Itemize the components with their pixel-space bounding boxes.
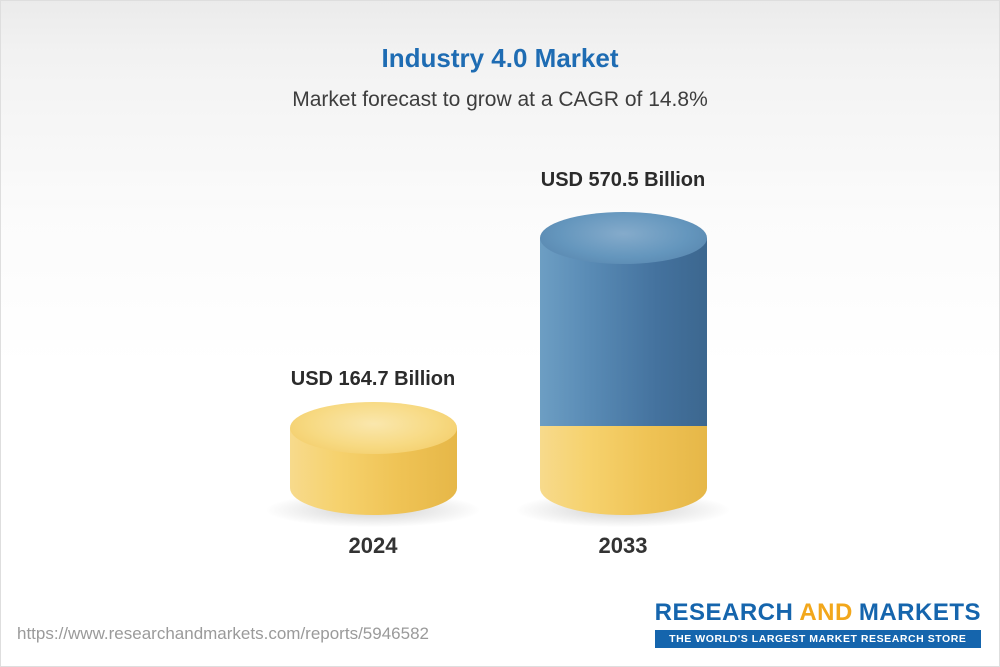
bar-2033-cylinder <box>540 212 707 515</box>
x-axis-label-2033: 2033 <box>598 533 648 558</box>
value-label-2024: USD 164.7 Billion <box>290 368 456 390</box>
research-and-markets-logo: RESEARCH AND MARKETS THE WORLD'S LARGEST M… <box>654 599 981 648</box>
bar-2033-top-ellipse <box>540 212 707 264</box>
logo-word-and: AND <box>799 599 853 626</box>
logo-tagline: THE WORLD'S LARGEST MARKET RESEARCH STOR… <box>654 630 981 648</box>
bar-2024-top-ellipse <box>290 402 457 454</box>
logo-word-markets: MARKETS <box>858 599 981 626</box>
chart-title: Industry 4.0 Market <box>381 43 619 73</box>
x-axis-label-2024: 2024 <box>348 533 398 558</box>
logo-wordmark: RESEARCH AND MARKETS <box>655 599 981 627</box>
value-label-2033: USD 570.5 Billion <box>540 169 706 191</box>
chart-subtitle: Market forecast to grow at a CAGR of 14.… <box>292 88 708 111</box>
report-url: https://www.researchandmarkets.com/repor… <box>17 624 429 643</box>
bar-2033-base-segment <box>540 426 707 515</box>
bar-2024-cylinder <box>290 402 457 515</box>
bar-2033-blue-segment <box>540 238 707 426</box>
logo-word-research: RESEARCH <box>654 599 794 626</box>
